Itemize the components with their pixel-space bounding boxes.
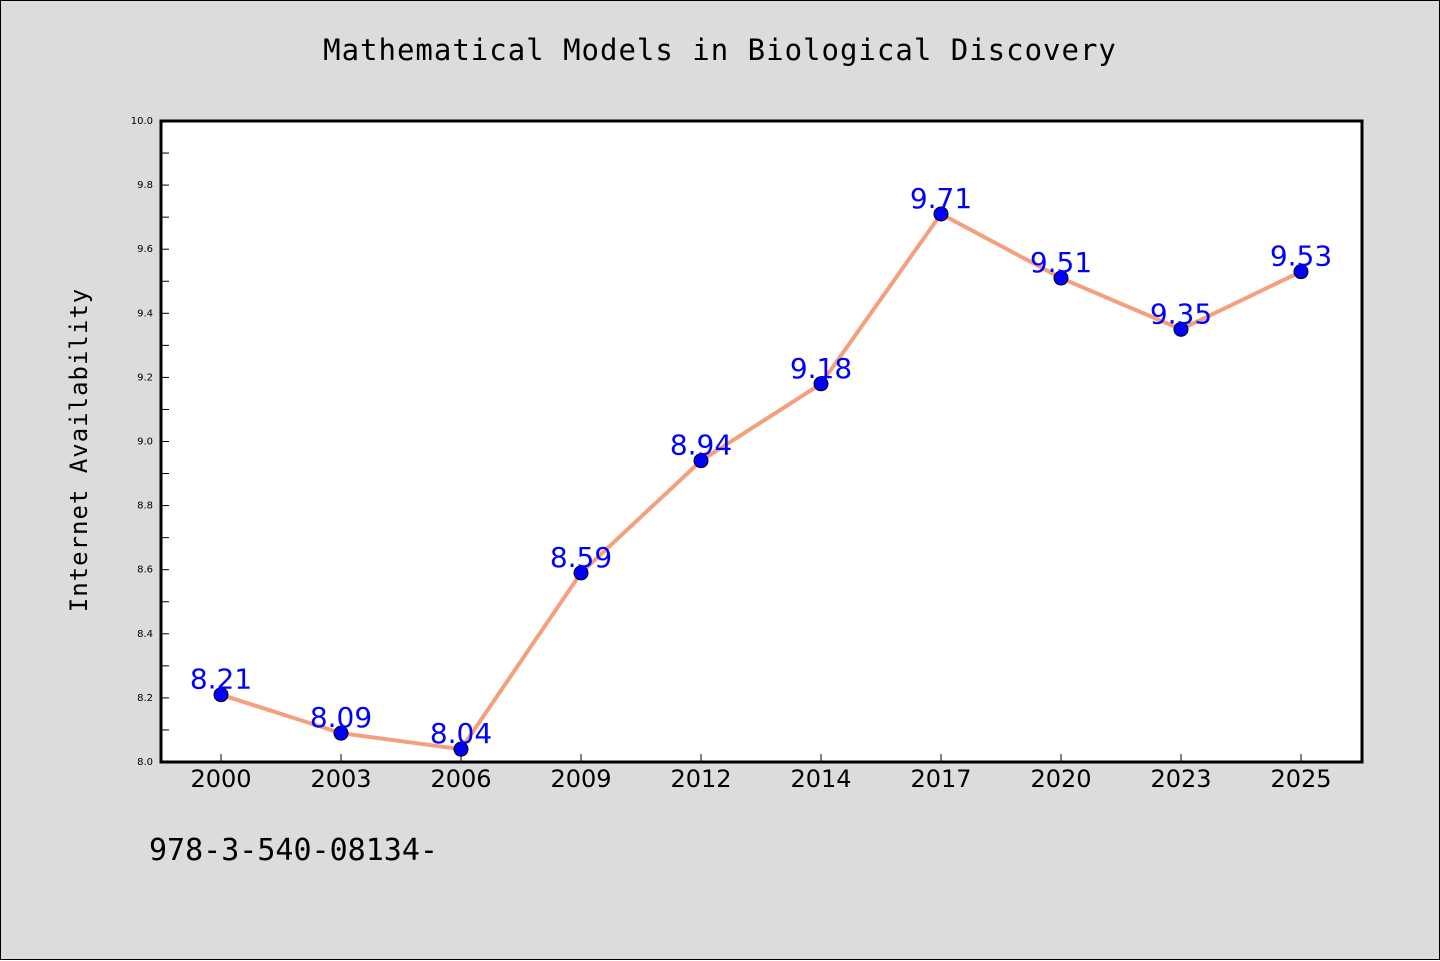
data-point [1293,264,1309,280]
data-label: 8.21 [190,663,252,696]
chart-title: Mathematical Models in Biological Discov… [323,33,1117,67]
data-label: 8.94 [670,429,732,462]
y-tick-label: 8.8 [137,501,153,512]
data-point [933,206,949,222]
data-point [1173,321,1189,337]
y-tick-label: 9.6 [137,244,153,255]
data-label: 9.18 [790,352,852,385]
series-line [219,211,1303,752]
y-tick-label: 8.0 [137,757,153,768]
y-tick-label: 10.0 [131,116,153,127]
y-tick-label: 9.8 [137,180,153,191]
y-tick-label: 9.4 [137,308,153,319]
x-tick-label: 2017 [910,765,971,793]
x-tick-label: 2014 [790,765,851,793]
x-tick-label: 2023 [1150,765,1211,793]
data-label: 9.51 [1030,246,1092,279]
data-point [573,565,589,581]
data-point [1053,270,1069,286]
data-label: 8.59 [550,541,612,574]
data-label: 9.53 [1270,240,1332,273]
y-tick-label: 9.2 [137,372,153,383]
data-label-layer: 8.21 8.09 8.04 8.59 8.94 9.18 9.71 9.51 9.35 9.53 [190,182,1332,750]
x-tick-label: 2025 [1270,765,1331,793]
data-label: 9.35 [1150,297,1212,330]
x-tick-label: 2000 [190,765,251,793]
plot-frame [159,119,1364,764]
plot-area [161,121,1362,762]
x-tick-label: 2003 [310,765,371,793]
x-tick-label: 2020 [1030,765,1091,793]
x-axis: 2000 2003 2006 2009 2012 2014 2017 2020 2023 2025 [190,754,1332,793]
footer-code: 978-3-540-08134- [149,833,438,868]
data-label: 9.71 [910,182,972,215]
data-point [813,376,829,392]
y-tick-label: 8.2 [137,693,153,704]
y-tick-label: 8.6 [137,565,153,576]
y-tick-label: 8.4 [137,629,153,640]
x-tick-label: 2009 [550,765,611,793]
data-point [213,687,229,703]
series-layer [213,206,1309,757]
x-tick-label: 2012 [670,765,731,793]
y-axis-label: Internet Availability [65,288,93,612]
data-point [453,741,469,757]
data-point [693,453,709,469]
x-tick-label: 2006 [430,765,491,793]
data-label: 8.09 [310,701,372,734]
data-label: 8.04 [430,717,492,750]
y-tick-label: 9.0 [137,437,153,448]
data-point [333,725,349,741]
